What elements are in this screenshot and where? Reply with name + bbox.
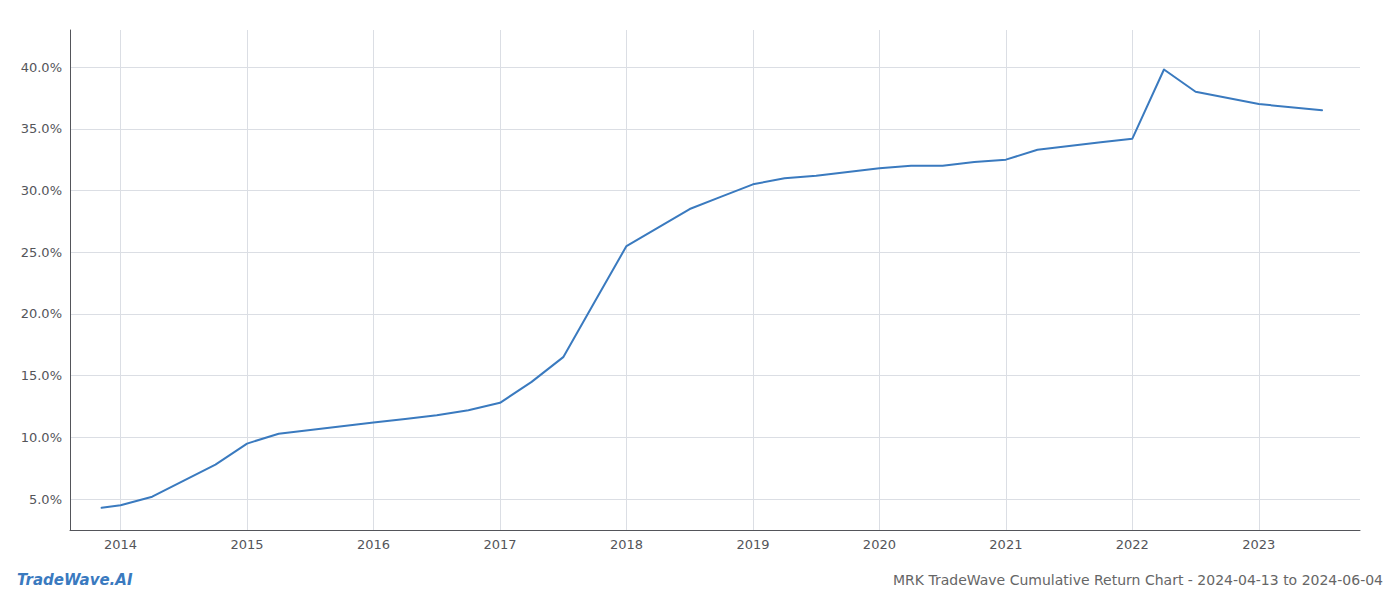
svg-text:2020: 2020 (863, 537, 896, 552)
svg-text:2019: 2019 (736, 537, 769, 552)
svg-text:2017: 2017 (483, 537, 516, 552)
svg-text:MRK TradeWave Cumulative Retur: MRK TradeWave Cumulative Return Chart - … (893, 572, 1383, 588)
svg-text:20.0%: 20.0% (21, 306, 62, 321)
svg-text:2023: 2023 (1242, 537, 1275, 552)
svg-text:2021: 2021 (989, 537, 1022, 552)
svg-text:2018: 2018 (610, 537, 643, 552)
svg-text:35.0%: 35.0% (21, 121, 62, 136)
svg-text:5.0%: 5.0% (29, 492, 62, 507)
svg-text:40.0%: 40.0% (21, 60, 62, 75)
svg-text:10.0%: 10.0% (21, 430, 62, 445)
svg-text:TradeWave.AI: TradeWave.AI (17, 571, 133, 589)
svg-text:30.0%: 30.0% (21, 183, 62, 198)
svg-text:15.0%: 15.0% (21, 368, 62, 383)
svg-text:2015: 2015 (231, 537, 264, 552)
svg-text:2014: 2014 (104, 537, 137, 552)
svg-text:2022: 2022 (1116, 537, 1149, 552)
svg-text:2016: 2016 (357, 537, 390, 552)
svg-text:25.0%: 25.0% (21, 245, 62, 260)
